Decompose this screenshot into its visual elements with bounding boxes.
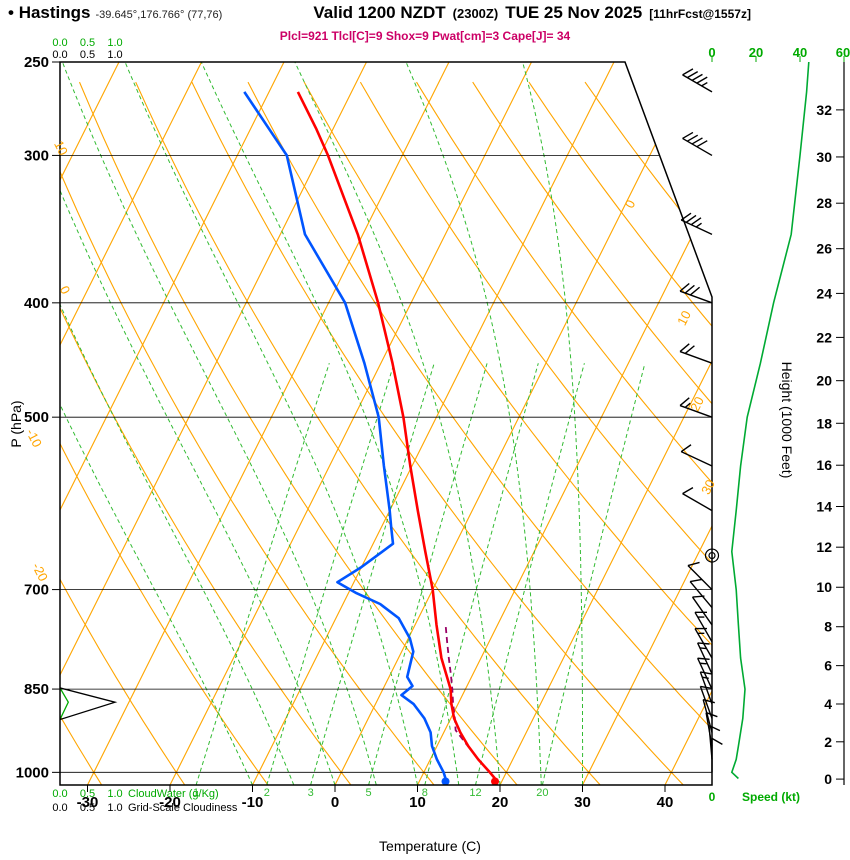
svg-text:850: 850: [24, 681, 49, 698]
svg-text:0.5: 0.5: [80, 37, 95, 49]
svg-text:0: 0: [622, 197, 639, 210]
wind-speed-curve: [730, 61, 810, 780]
svg-text:1: 1: [193, 787, 199, 799]
svg-text:0.0: 0.0: [52, 788, 67, 800]
station-coordinates: -39.645°,176.766° (77,76): [95, 9, 223, 21]
svg-text:30: 30: [574, 794, 591, 811]
svg-text:0: 0: [709, 790, 716, 804]
svg-text:-10: -10: [242, 794, 264, 811]
svg-text:20: 20: [816, 373, 832, 389]
temperature-axis-title: Temperature (C): [379, 838, 481, 854]
stability-indices: Plcl=921 Tlcl[C]=9 Shox=9 Pwat[cm]=3 Cap…: [279, 29, 571, 43]
svg-text:20: 20: [492, 794, 509, 811]
svg-text:8: 8: [422, 787, 428, 799]
valid-time: Valid 1200 NZDT: [313, 3, 446, 22]
svg-text:32: 32: [816, 102, 832, 118]
valid-date: TUE 25 Nov 2025: [505, 3, 643, 22]
svg-text:-20: -20: [29, 560, 51, 584]
svg-text:28: 28: [816, 195, 832, 211]
svg-text:-30: -30: [77, 794, 99, 811]
background-lines: [60, 62, 712, 785]
svg-text:8: 8: [824, 619, 832, 635]
svg-text:24: 24: [816, 285, 832, 301]
svg-text:0.5: 0.5: [80, 49, 95, 61]
svg-text:1000: 1000: [16, 764, 49, 781]
svg-text:6: 6: [824, 658, 832, 674]
svg-text:40: 40: [657, 794, 674, 811]
svg-text:1.0: 1.0: [107, 37, 122, 49]
station-label: Hastings: [18, 3, 91, 22]
temperature-curve: [296, 91, 496, 780]
svg-text:0.0: 0.0: [52, 802, 67, 814]
svg-text:700: 700: [24, 582, 49, 599]
svg-text:30: 30: [698, 477, 718, 497]
parcel-curve: [444, 624, 496, 780]
dewpoint-curve: [243, 91, 447, 779]
wind-barbs: [679, 68, 723, 773]
surface-temp-dot: [491, 777, 500, 786]
svg-text:0.0: 0.0: [52, 37, 67, 49]
svg-text:18: 18: [816, 415, 832, 431]
cloud-water-curve: [60, 687, 70, 720]
svg-text:40: 40: [793, 45, 807, 60]
forecast-hour: [11hrFcst@1557z]: [649, 7, 751, 21]
svg-text:10: 10: [674, 308, 694, 328]
svg-text:12: 12: [469, 787, 481, 799]
svg-text:-10: -10: [23, 426, 45, 450]
valid-time-block: Valid 1200 NZDT (2300Z) TUE 25 Nov 2025 …: [313, 3, 751, 23]
svg-text:10: 10: [816, 579, 832, 595]
station-block: • Hastings -39.645°,176.766° (77,76): [8, 3, 222, 23]
svg-text:0: 0: [824, 771, 832, 787]
station-bullet: •: [8, 3, 14, 22]
svg-text:20: 20: [687, 394, 707, 414]
svg-text:0: 0: [708, 45, 715, 60]
svg-text:12: 12: [816, 539, 832, 555]
svg-text:2: 2: [824, 734, 832, 750]
svg-text:400: 400: [24, 295, 49, 312]
svg-text:4: 4: [824, 696, 832, 712]
svg-text:CloudWater (g/Kg): CloudWater (g/Kg): [128, 788, 219, 800]
svg-text:Grid-Scale Cloudiness: Grid-Scale Cloudiness: [128, 802, 238, 814]
svg-text:0.5: 0.5: [80, 788, 95, 800]
svg-text:5: 5: [366, 787, 372, 799]
svg-text:1.0: 1.0: [107, 49, 122, 61]
svg-text:250: 250: [24, 54, 49, 71]
svg-text:500: 500: [24, 409, 49, 426]
svg-text:Speed (kt): Speed (kt): [742, 790, 800, 804]
svg-text:0: 0: [57, 283, 74, 296]
svg-text:0: 0: [331, 794, 339, 811]
svg-text:60: 60: [836, 45, 850, 60]
svg-text:26: 26: [816, 241, 832, 257]
svg-text:16: 16: [816, 457, 832, 473]
svg-text:22: 22: [816, 329, 832, 345]
svg-text:14: 14: [816, 499, 832, 515]
svg-text:300: 300: [24, 147, 49, 164]
valid-time-utc: (2300Z): [452, 6, 499, 21]
svg-text:0.5: 0.5: [80, 802, 95, 814]
svg-text:20: 20: [749, 45, 763, 60]
svg-text:0.0: 0.0: [52, 49, 67, 61]
svg-text:30: 30: [816, 149, 832, 165]
svg-text:2: 2: [264, 787, 270, 799]
svg-text:10: 10: [409, 794, 426, 811]
header: • Hastings -39.645°,176.766° (77,76) Val…: [8, 3, 842, 23]
svg-text:-20: -20: [159, 794, 181, 811]
cloudiness-curve: [60, 687, 118, 721]
plot-border: [59, 61, 713, 786]
svg-text:20: 20: [536, 787, 548, 799]
station-name: • Hastings: [8, 3, 90, 23]
profiles: [243, 91, 496, 780]
svg-text:1.0: 1.0: [107, 802, 122, 814]
surface-dewpoint-dot: [441, 777, 450, 786]
svg-text:10: 10: [51, 138, 71, 158]
svg-text:1.0: 1.0: [107, 788, 122, 800]
svg-text:3: 3: [308, 787, 314, 799]
